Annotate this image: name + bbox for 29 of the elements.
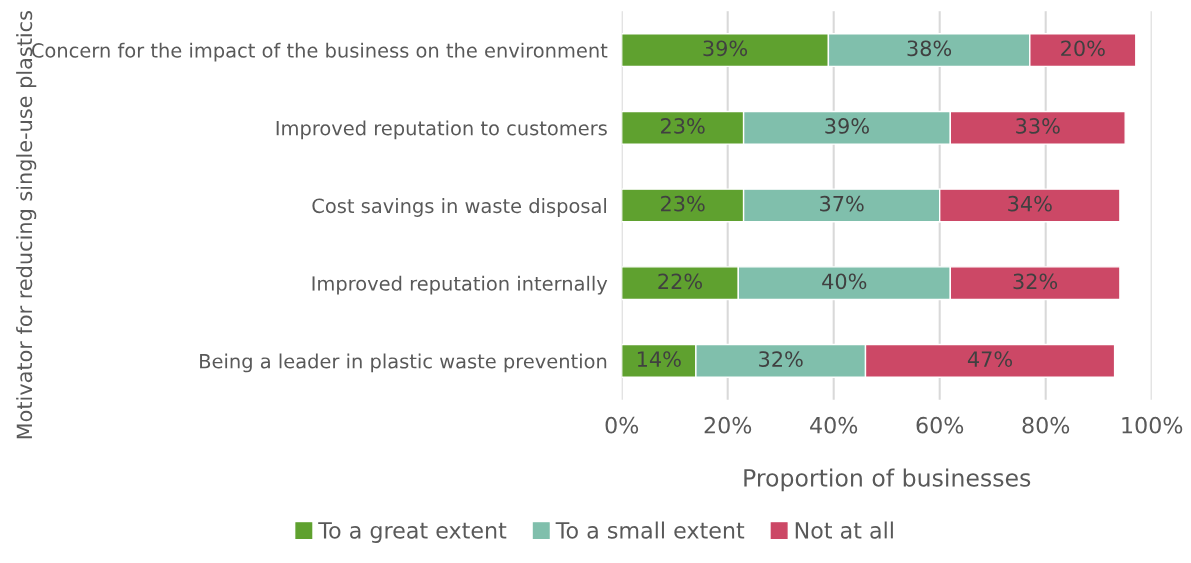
x-axis-title: Proportion of businesses xyxy=(744,468,1031,492)
x-tick-label: 0% xyxy=(605,416,639,434)
x-tick-label: 40% xyxy=(810,416,858,434)
data-label: 33% xyxy=(1016,118,1060,134)
data-label: 39% xyxy=(703,40,748,57)
data-label: 34% xyxy=(1008,195,1052,212)
x-tick-label: 20% xyxy=(704,416,752,434)
data-label: 32% xyxy=(1013,273,1058,290)
legend-label: To a great extent xyxy=(318,522,507,543)
data-label: 40% xyxy=(822,273,867,290)
y-tick-label: Cost savings in waste disposal xyxy=(312,198,606,217)
data-label: 37% xyxy=(820,195,864,212)
legend-label: Not at all xyxy=(795,521,893,539)
data-label: 47% xyxy=(967,351,1013,367)
data-label: 20% xyxy=(1061,40,1105,57)
data-label: 23% xyxy=(661,195,705,212)
data-label: 38% xyxy=(907,40,952,57)
data-label: 32% xyxy=(759,351,803,367)
y-tick-label: Being a leader in plastic waste prevention xyxy=(200,353,607,373)
y-tick-label: Improved reputation internally xyxy=(312,275,608,295)
x-tick-label: 60% xyxy=(916,416,964,434)
y-tick-label: Improved reputation to customers xyxy=(276,120,607,140)
x-tick-label: 80% xyxy=(1022,416,1070,434)
legend-label: To a small extent xyxy=(555,521,745,539)
data-label: 39% xyxy=(825,118,869,134)
x-tick-label: 100% xyxy=(1122,416,1183,434)
data-label: 22% xyxy=(658,273,702,290)
data-label: 14% xyxy=(637,351,681,367)
data-label: 23% xyxy=(661,118,705,134)
